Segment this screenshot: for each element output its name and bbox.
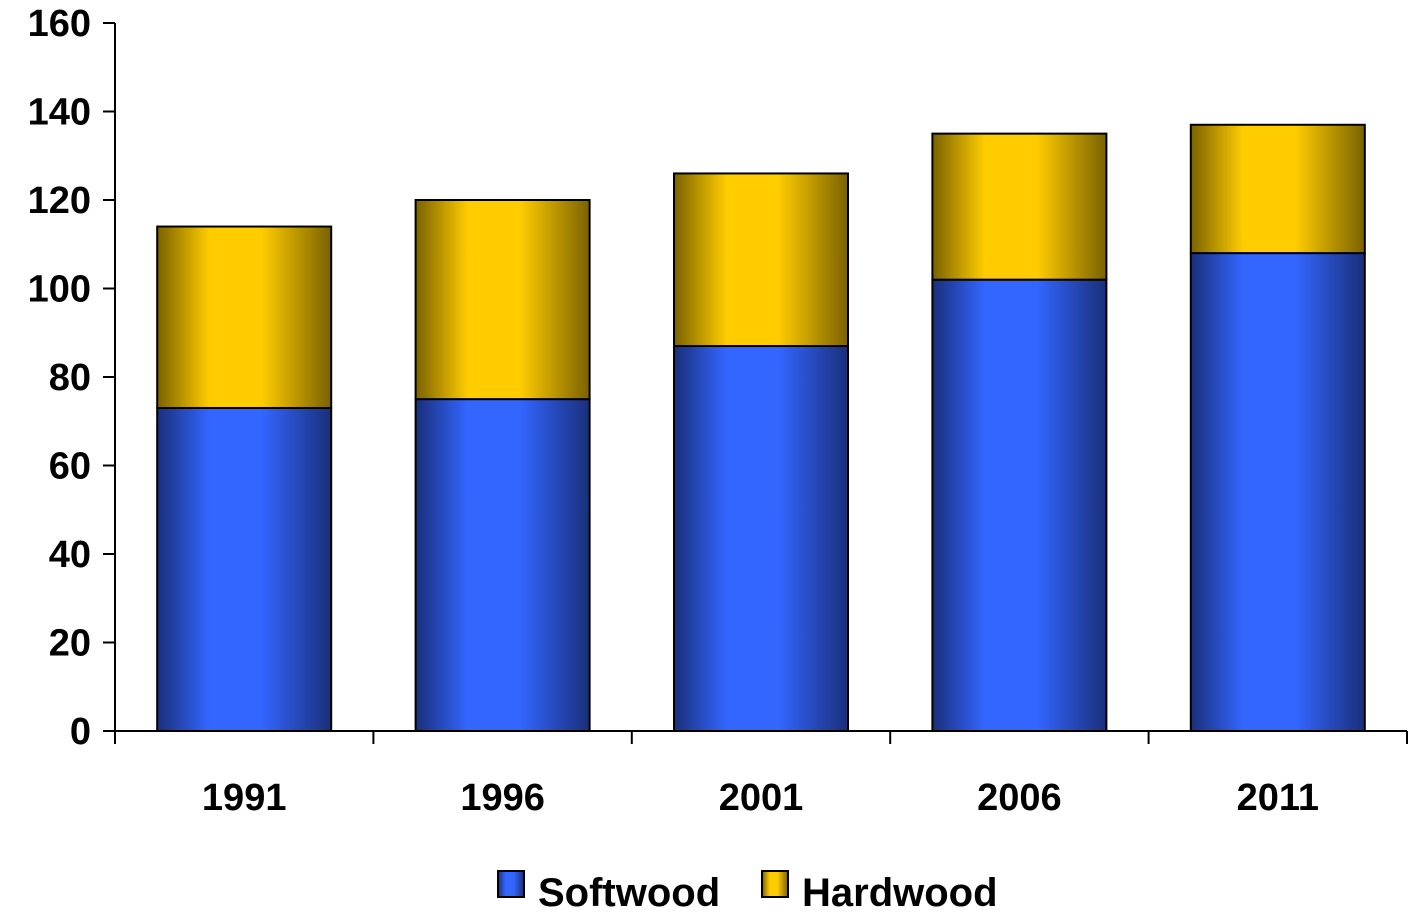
y-tick-label: 20 [49, 623, 91, 665]
x-tick-label: 2011 [1237, 777, 1319, 819]
bars [156, 123, 1366, 732]
y-tick-label: 160 [28, 3, 91, 45]
bar-hardwood-2006 [931, 132, 1108, 281]
x-tick-label: 1996 [460, 777, 545, 819]
legend-label-hardwood: Hardwood [802, 871, 998, 915]
y-tick-label: 120 [28, 180, 91, 222]
bar-softwood-2001 [673, 345, 849, 732]
x-axis: 1991 1996 2001 2006 2011 [114, 730, 1408, 819]
y-tick-label: 140 [28, 92, 91, 134]
bar-hardwood-2011 [1189, 123, 1366, 255]
bar-softwood-1991 [156, 406, 333, 732]
y-axis: 0 20 40 60 80 100 120 140 160 [28, 3, 116, 753]
x-tick-label: 1991 [202, 777, 287, 819]
bar-hardwood-1991 [156, 225, 333, 409]
legend-label-softwood: Softwood [538, 871, 720, 915]
bar-softwood-1996 [414, 398, 591, 732]
legend-swatch-hardwood [761, 870, 789, 898]
y-tick-label: 0 [70, 711, 91, 753]
y-tick-label: 60 [49, 446, 91, 488]
bar-hardwood-2001 [673, 172, 849, 348]
x-tick-label: 2001 [719, 777, 804, 819]
y-tick-label: 40 [49, 534, 91, 576]
bar-softwood-2011 [1189, 252, 1366, 732]
y-tick-label: 100 [28, 269, 91, 311]
bar-hardwood-1996 [414, 199, 591, 401]
bar-softwood-2006 [931, 278, 1108, 732]
y-tick-label: 80 [49, 357, 91, 399]
legend-swatch-softwood [497, 870, 525, 898]
legend: Softwood Hardwood [497, 870, 998, 915]
x-tick-label: 2006 [977, 777, 1062, 819]
